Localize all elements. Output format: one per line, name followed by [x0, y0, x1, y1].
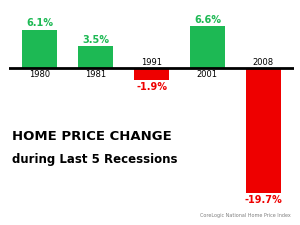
Text: 3.5%: 3.5% [82, 35, 109, 45]
Text: during Last 5 Recessions: during Last 5 Recessions [12, 153, 178, 166]
Text: HOME PRICE CHANGE: HOME PRICE CHANGE [12, 130, 172, 144]
Bar [190, 26, 225, 68]
Text: -1.9%: -1.9% [136, 82, 167, 92]
Text: 1981: 1981 [85, 70, 106, 79]
Bar [78, 46, 113, 68]
Text: -19.7%: -19.7% [244, 195, 282, 205]
Text: CoreLogic National Home Price Index: CoreLogic National Home Price Index [200, 213, 291, 218]
Text: 1991: 1991 [141, 58, 162, 67]
Bar [134, 68, 169, 80]
Text: 6.6%: 6.6% [194, 15, 221, 25]
Text: 1980: 1980 [29, 70, 50, 79]
Bar [22, 30, 57, 68]
Text: 2008: 2008 [253, 58, 274, 67]
Text: 6.1%: 6.1% [26, 18, 53, 28]
Text: 2001: 2001 [197, 70, 218, 79]
Bar [246, 68, 280, 193]
